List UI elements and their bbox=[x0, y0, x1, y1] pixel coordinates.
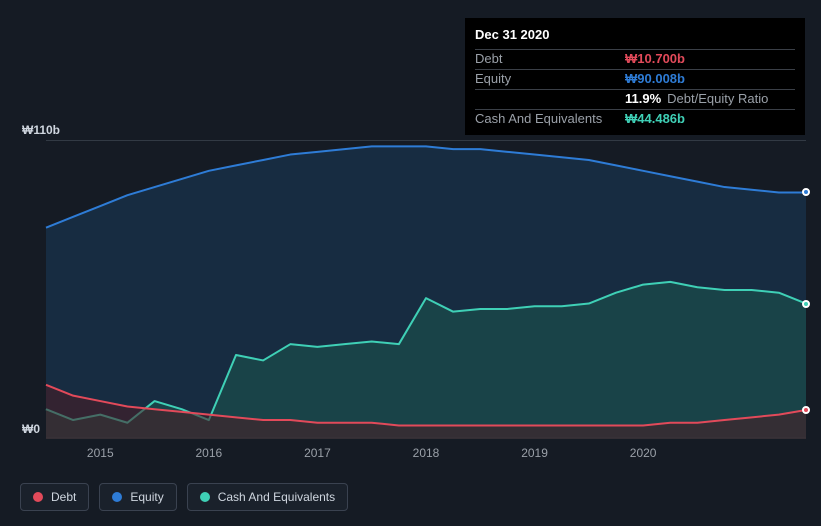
legend-item[interactable]: Debt bbox=[20, 483, 89, 511]
tooltip-row: Equity₩90.008b bbox=[475, 69, 795, 89]
legend-label: Cash And Equivalents bbox=[218, 490, 335, 504]
y-axis-max-label: ₩110b bbox=[22, 123, 60, 137]
legend-item[interactable]: Cash And Equivalents bbox=[187, 483, 348, 511]
chart-plot-area[interactable] bbox=[46, 140, 806, 438]
x-axis-label: 2015 bbox=[87, 446, 114, 460]
tooltip-row-value: ₩90.008b bbox=[625, 72, 685, 87]
chart-tooltip: Dec 31 2020 Debt₩10.700bEquity₩90.008b11… bbox=[465, 18, 805, 135]
tooltip-row-value: 11.9% bbox=[625, 92, 661, 107]
legend-item[interactable]: Equity bbox=[99, 483, 176, 511]
legend-dot-icon bbox=[200, 492, 210, 502]
debt-equity-chart: Dec 31 2020 Debt₩10.700bEquity₩90.008b11… bbox=[0, 0, 821, 526]
tooltip-date: Dec 31 2020 bbox=[475, 24, 795, 49]
tooltip-row-label bbox=[475, 92, 625, 107]
endpoint-equity bbox=[802, 188, 810, 196]
x-axis-label: 2019 bbox=[521, 446, 548, 460]
tooltip-row: Debt₩10.700b bbox=[475, 49, 795, 69]
y-axis-min-label: ₩0 bbox=[22, 422, 40, 436]
chart-legend: Debt Equity Cash And Equivalents bbox=[20, 483, 348, 511]
legend-dot-icon bbox=[33, 492, 43, 502]
x-axis-label: 2017 bbox=[304, 446, 331, 460]
tooltip-row-label: Equity bbox=[475, 72, 625, 87]
legend-label: Debt bbox=[51, 490, 76, 504]
endpoint-debt bbox=[802, 406, 810, 414]
x-axis-label: 2018 bbox=[413, 446, 440, 460]
tooltip-row-extra: Debt/Equity Ratio bbox=[667, 92, 768, 107]
tooltip-row-label: Cash And Equivalents bbox=[475, 112, 625, 127]
x-axis-label: 2020 bbox=[630, 446, 657, 460]
tooltip-row-value: ₩10.700b bbox=[625, 52, 685, 67]
endpoint-cash bbox=[802, 300, 810, 308]
x-axis: 2015 2016 2017 2018 2019 2020 bbox=[46, 446, 821, 466]
x-axis-label: 2016 bbox=[195, 446, 222, 460]
tooltip-row: 11.9% Debt/Equity Ratio bbox=[475, 89, 795, 109]
tooltip-row-value: ₩44.486b bbox=[625, 112, 685, 127]
tooltip-row-label: Debt bbox=[475, 52, 625, 67]
tooltip-row: Cash And Equivalents₩44.486b bbox=[475, 109, 795, 129]
legend-label: Equity bbox=[130, 490, 163, 504]
legend-dot-icon bbox=[112, 492, 122, 502]
